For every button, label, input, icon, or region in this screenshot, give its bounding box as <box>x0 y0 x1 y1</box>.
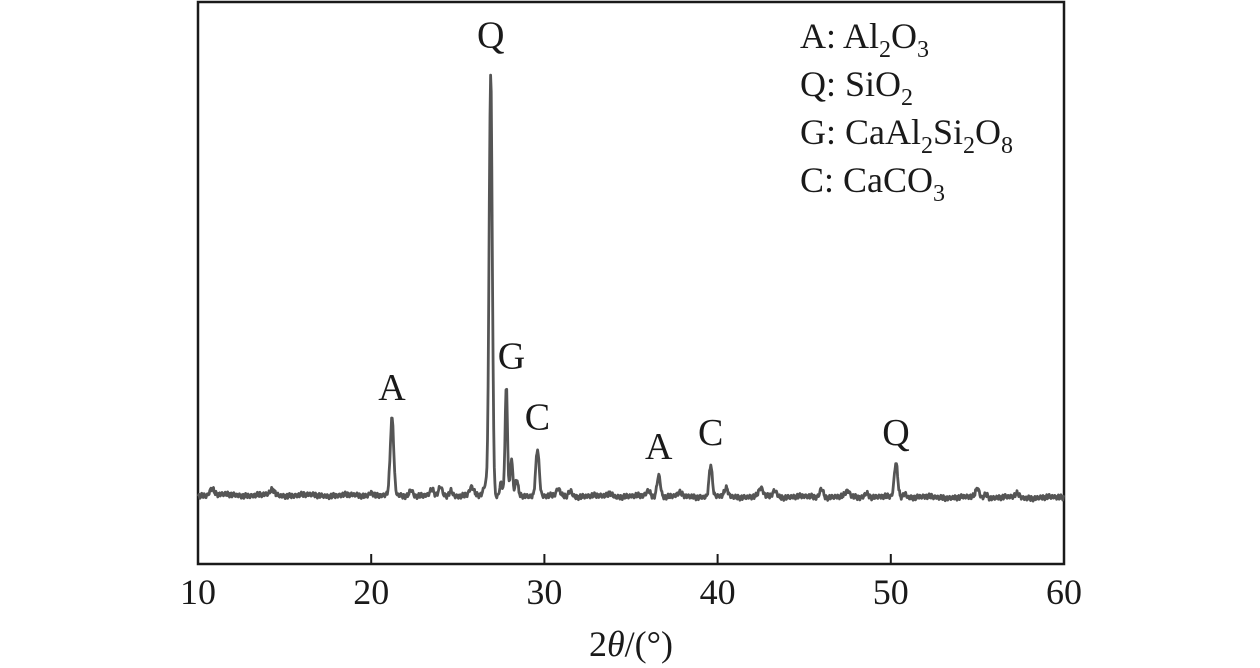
legend-entry-A: A: Al2O3 <box>800 16 929 63</box>
x-tick-label-20: 20 <box>353 572 389 612</box>
legend-separator: : <box>826 16 843 56</box>
x-tick-label-50: 50 <box>873 572 909 612</box>
legend-entry-Q: Q: SiO2 <box>800 64 913 111</box>
legend-separator: : <box>826 64 845 104</box>
formula-subscript: 2 <box>963 133 975 159</box>
legend-letter: C <box>800 160 824 200</box>
formula-subscript: 2 <box>879 37 891 63</box>
legend-separator: : <box>824 160 843 200</box>
legend-entry-C: C: CaCO3 <box>800 160 945 207</box>
peak-label-Q-6: Q <box>882 412 909 454</box>
formula-text: O <box>891 16 917 56</box>
legend-letter: A <box>800 16 826 56</box>
legend-letter: Q <box>800 64 826 104</box>
formula-text: O <box>975 112 1001 152</box>
peak-label-G-2: G <box>498 335 525 377</box>
peak-label-C-3: C <box>525 396 550 438</box>
formula-text: CaCO <box>843 160 933 200</box>
peak-label-Q-1: Q <box>477 14 504 56</box>
peak-label-A-4: A <box>645 426 673 468</box>
formula-subscript: 8 <box>1001 133 1013 159</box>
formula-text: Si <box>933 112 963 152</box>
formula-text: CaAl <box>845 112 921 152</box>
formula-subscript: 2 <box>901 85 913 111</box>
x-tick-label-40: 40 <box>700 572 736 612</box>
x-axis-ticks <box>197 554 1065 564</box>
peak-label-C-5: C <box>698 412 723 454</box>
x-axis-tick-labels: 10 20 30 40 50 60 <box>180 572 1082 612</box>
formula-subscript: 2 <box>921 133 933 159</box>
legend-separator: : <box>826 112 845 152</box>
plot-frame <box>196 0 1066 566</box>
peak-label-A-0: A <box>378 367 406 409</box>
formula-subscript: 3 <box>933 181 945 207</box>
formula-subscript: 3 <box>917 37 929 63</box>
x-tick-label-10: 10 <box>180 572 216 612</box>
xrd-pattern-line <box>196 73 1066 503</box>
legend-letter: G <box>800 112 826 152</box>
formula-text: Al <box>843 16 879 56</box>
x-axis-label: 2θ/(°) <box>589 624 673 664</box>
x-tick-label-60: 60 <box>1046 572 1082 612</box>
x-tick-label-30: 30 <box>526 572 562 612</box>
legend-entry-G: G: CaAl2Si2O8 <box>800 112 1013 159</box>
formula-text: SiO <box>845 64 901 104</box>
